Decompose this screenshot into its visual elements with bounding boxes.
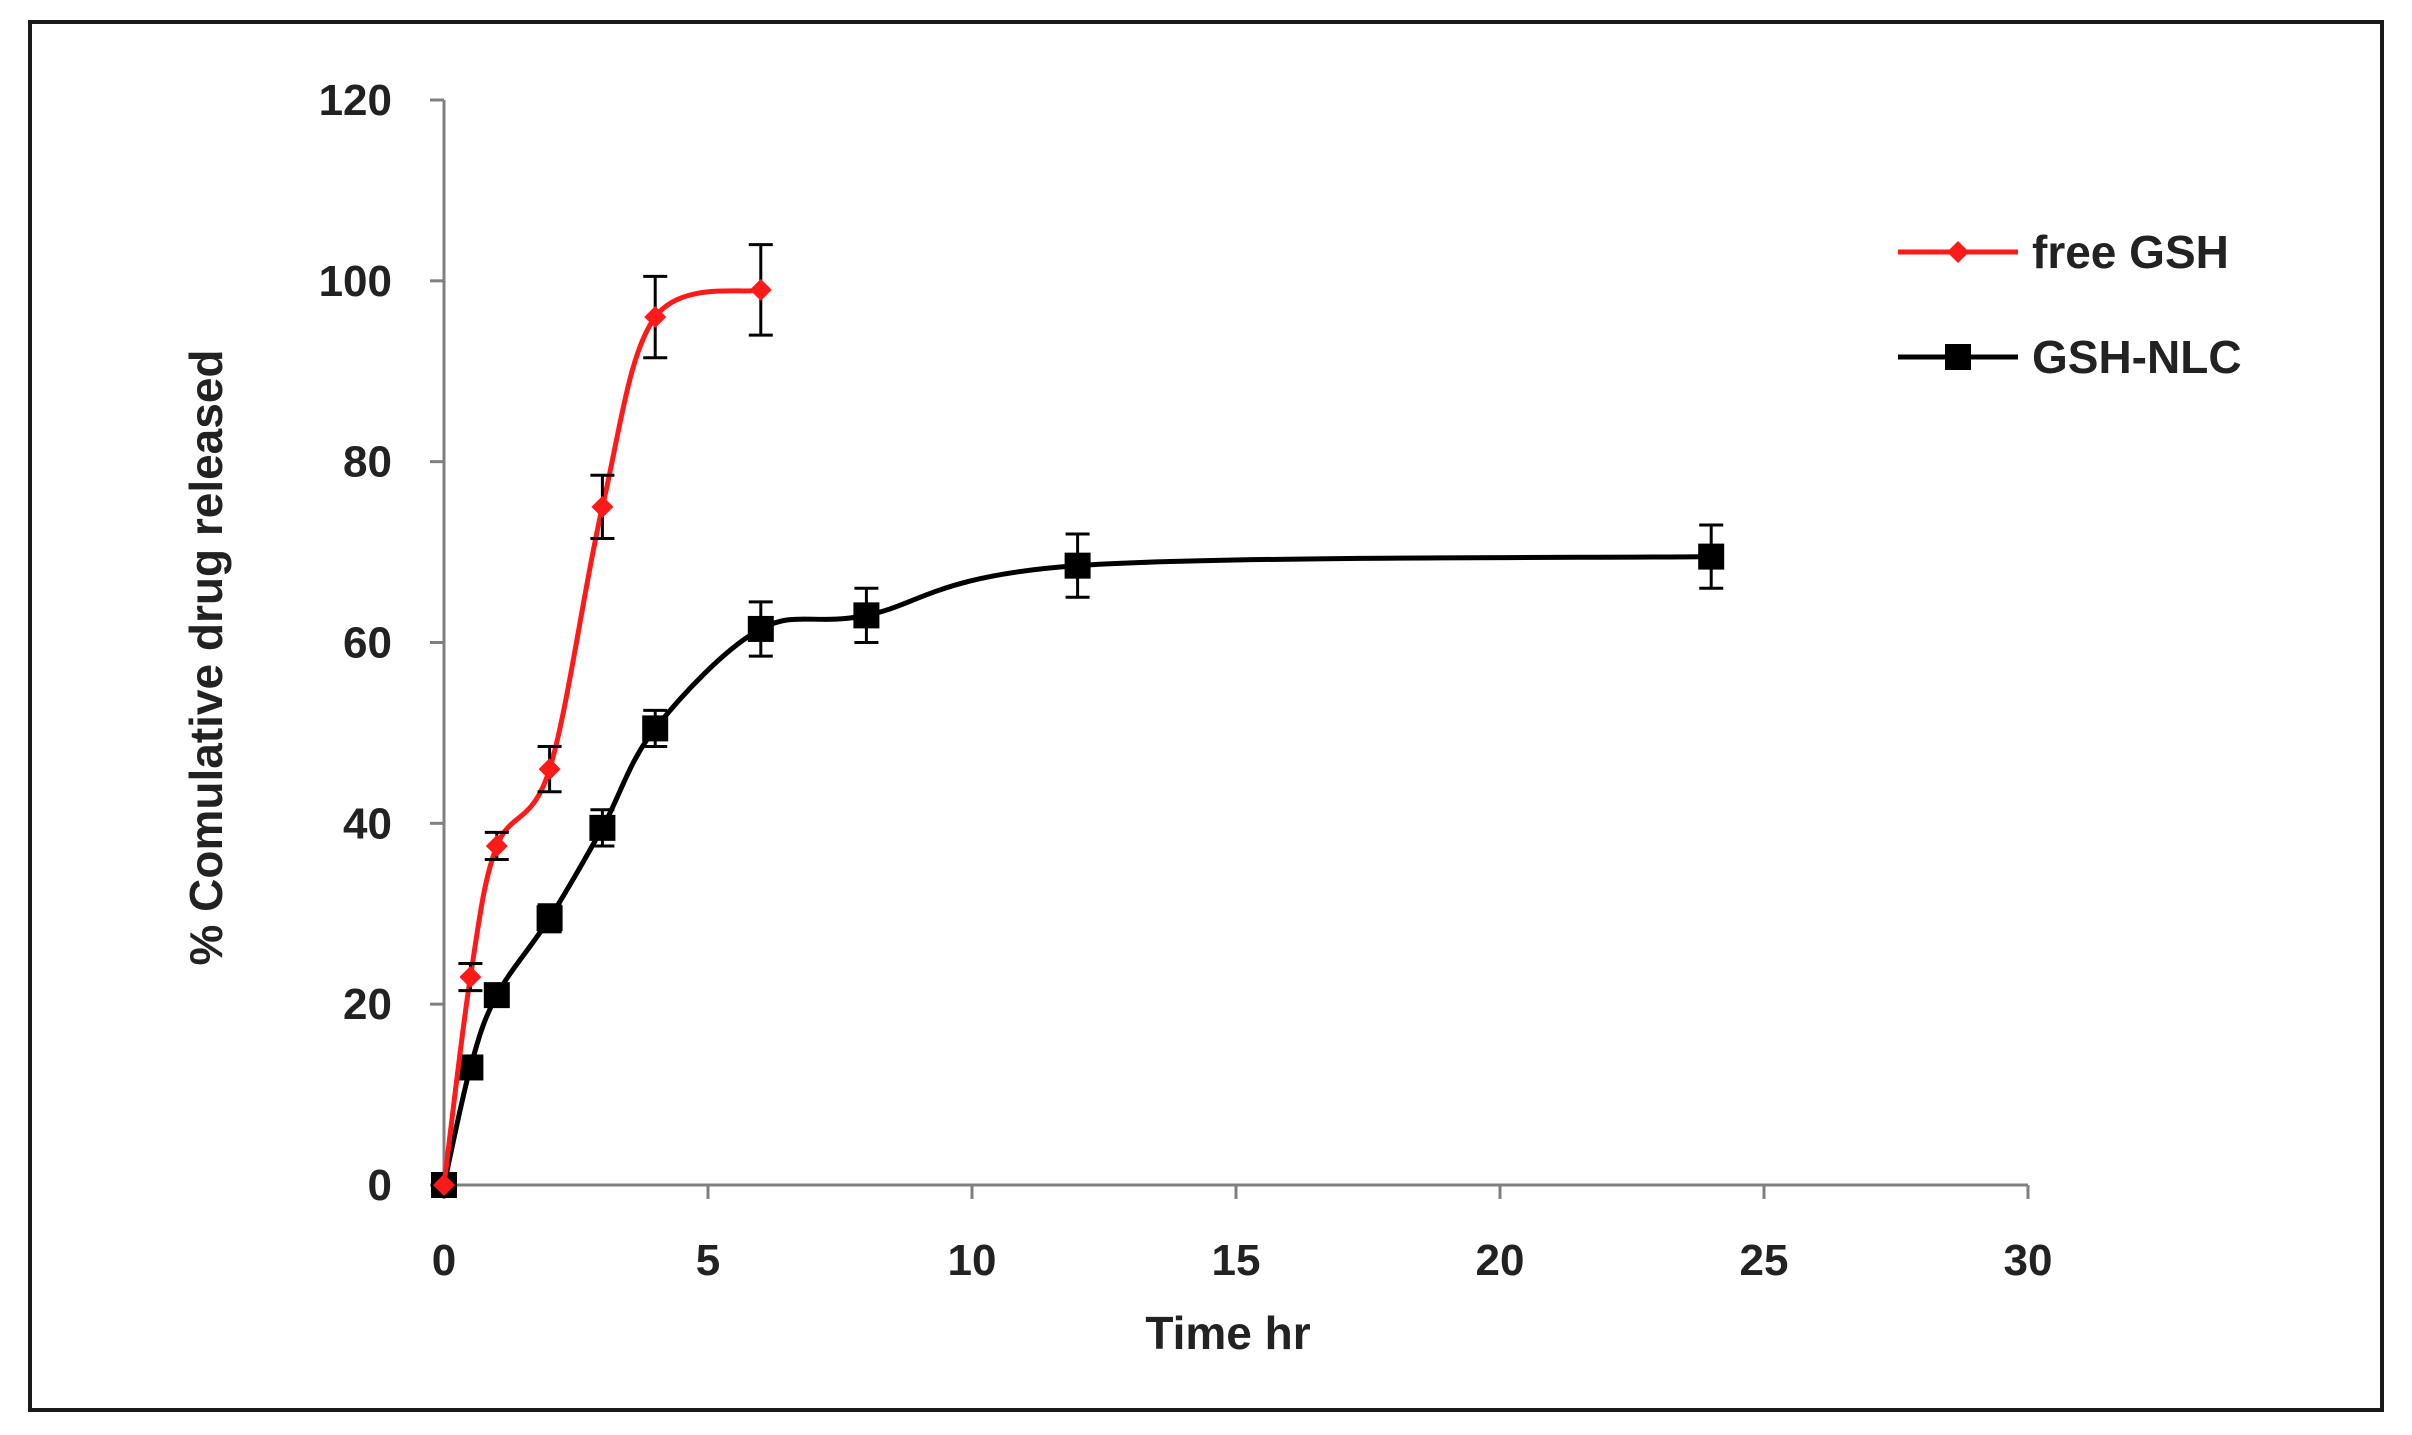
y-tick-label: 100 [319, 257, 392, 306]
data-point [642, 715, 669, 742]
release-profile-chart: 0 20 40 60 80 100 120 0 5 10 15 20 25 30 Time hr % Co… [180, 76, 2242, 1359]
data-point [433, 1174, 455, 1196]
x-tick-label: 5 [696, 1236, 720, 1285]
legend-label: GSH-NLC [2032, 331, 2242, 383]
series-line [441, 554, 1714, 1188]
y-tick-label: 60 [343, 619, 392, 668]
legend-entry-free-gsh: free GSH [1898, 226, 2229, 278]
data-point [536, 905, 563, 932]
y-tick-label: 80 [343, 438, 392, 487]
y-axis-title: % Comulative drug released [180, 349, 232, 965]
x-tick-label: 10 [948, 1236, 997, 1285]
data-point [538, 758, 561, 781]
data-point [1064, 552, 1091, 579]
y-tick-label: 0 [368, 1161, 392, 1210]
data-point [483, 982, 510, 1009]
legend-marker [1947, 241, 1969, 263]
y-tick-label: 40 [343, 799, 392, 848]
data-point [459, 966, 482, 989]
x-tick-label: 0 [432, 1236, 456, 1285]
y-tick-label: 20 [343, 980, 392, 1029]
ticks: 0 20 40 60 80 100 120 0 5 10 15 20 25 30 [319, 76, 2053, 1285]
x-axis-title: Time hr [1145, 1307, 1310, 1359]
legend-label: free GSH [2032, 226, 2229, 278]
data-point [485, 834, 508, 857]
data-point [747, 615, 774, 642]
data-point [1698, 543, 1725, 570]
data-point [853, 602, 880, 629]
x-tick-label: 20 [1476, 1236, 1525, 1285]
chart-frame: 0 20 40 60 80 100 120 0 5 10 15 20 25 30 Time hr % Co… [28, 20, 2384, 1412]
x-tick-label: 30 [2004, 1236, 2053, 1285]
series-free-gsh [433, 243, 773, 1196]
x-tick-label: 15 [1212, 1236, 1261, 1285]
axes [442, 100, 2028, 1187]
x-tick-label: 25 [1740, 1236, 1789, 1285]
series-layer [431, 243, 1725, 1198]
y-tick-label: 120 [319, 76, 392, 125]
data-point [591, 495, 614, 518]
data-point [589, 814, 616, 841]
data-point [644, 306, 667, 328]
data-point [749, 278, 772, 301]
legend: free GSH GSH-NLC [1898, 226, 2242, 383]
series-line [441, 287, 764, 1188]
legend-marker [1945, 344, 1971, 370]
legend-entry-gsh-nlc: GSH-NLC [1898, 331, 2242, 383]
series-gsh-nlc [431, 523, 1725, 1198]
